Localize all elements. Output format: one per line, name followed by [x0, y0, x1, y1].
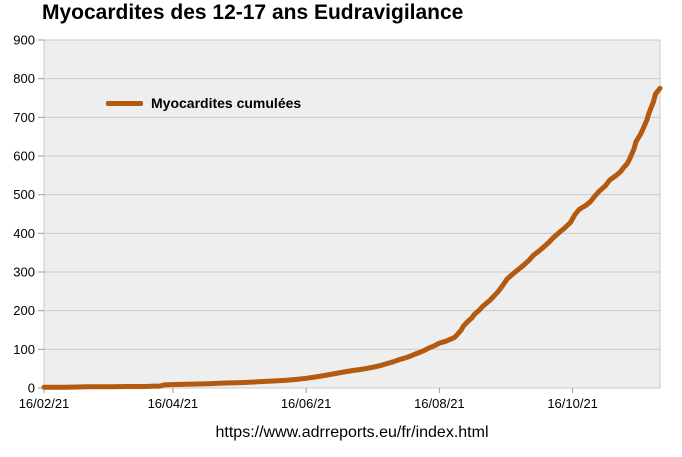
y-tick-label: 500	[13, 187, 35, 202]
legend-label: Myocardites cumulées	[151, 95, 302, 111]
y-tick-label: 300	[13, 265, 35, 280]
y-tick-label: 400	[13, 226, 35, 241]
y-tick-label: 100	[13, 342, 35, 357]
y-tick-label: 900	[13, 33, 35, 48]
x-tick-label: 16/10/21	[547, 396, 598, 411]
source-url: https://www.adrreports.eu/fr/index.html	[215, 424, 489, 441]
legend: Myocardites cumulées	[106, 96, 301, 111]
x-tick-label: 16/02/21	[19, 396, 70, 411]
y-tick-label: 700	[13, 110, 35, 125]
x-tick-label: 16/08/21	[414, 396, 465, 411]
legend-line-swatch	[106, 101, 143, 106]
y-tick-label: 800	[13, 71, 35, 86]
chart-title: Myocardites des 12-17 ans Eudravigilance	[42, 1, 464, 24]
plot-area	[43, 39, 661, 389]
y-tick-label: 600	[13, 149, 35, 164]
y-tick-label: 200	[13, 303, 35, 318]
x-tick-label: 16/06/21	[281, 396, 332, 411]
x-tick-label: 16/04/21	[148, 396, 199, 411]
series-line	[41, 85, 663, 390]
y-tick-label: 0	[28, 381, 35, 396]
